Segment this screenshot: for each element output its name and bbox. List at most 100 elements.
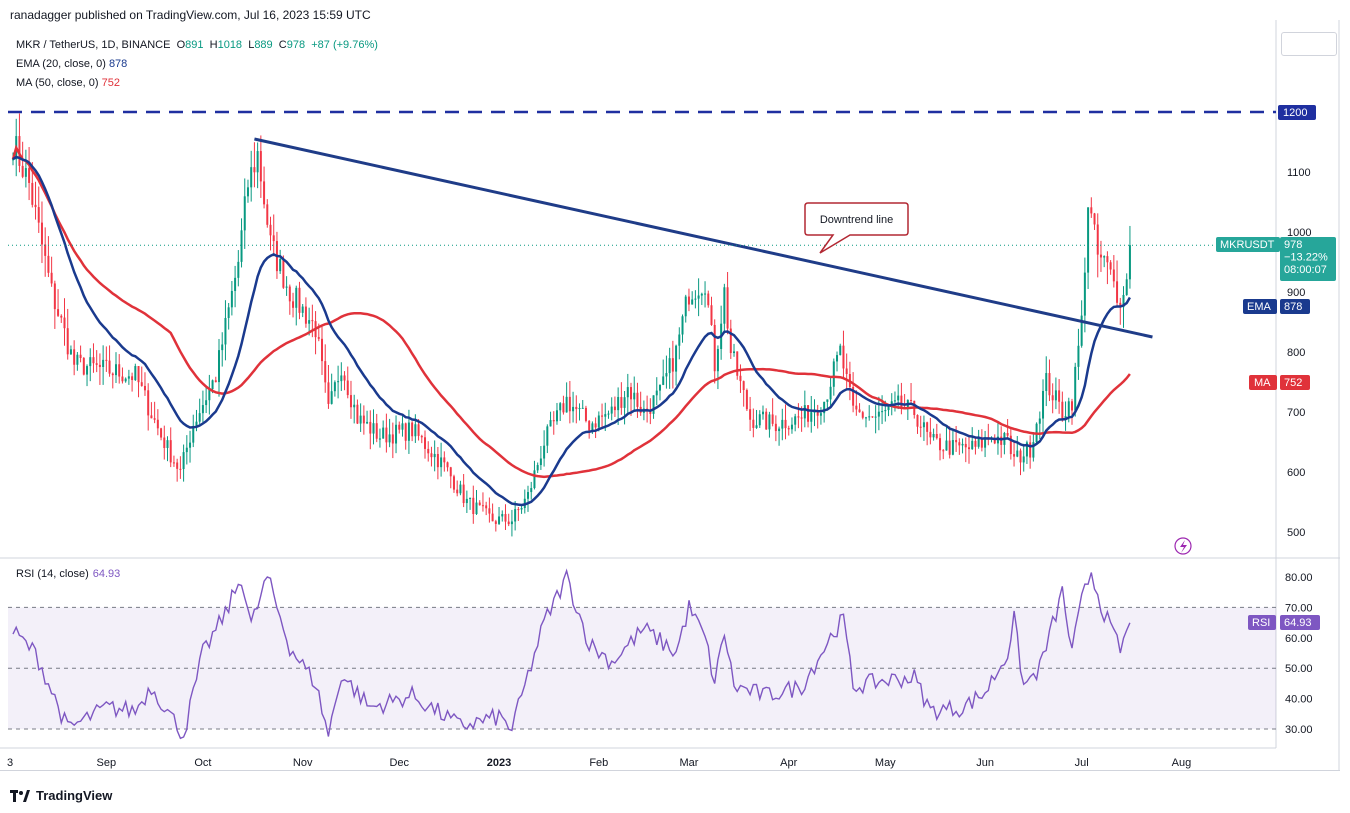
ema-tag-badge-bg	[1243, 299, 1277, 314]
candle-body	[684, 296, 687, 317]
candle-body	[932, 434, 935, 438]
candle-body	[733, 351, 736, 354]
time-label-Dec: Dec	[389, 757, 409, 769]
ema-value-badge-bg	[1280, 299, 1310, 314]
candle-body	[510, 521, 513, 525]
candle-body	[871, 416, 874, 418]
candle-body	[465, 498, 468, 504]
candle-body	[134, 366, 137, 381]
candle-body	[201, 405, 204, 414]
candle-body	[37, 207, 40, 223]
price-tick-900: 900	[1287, 287, 1305, 299]
candle-body	[156, 419, 159, 429]
candle-body	[21, 165, 24, 177]
candle-body	[404, 423, 407, 441]
candle-body	[31, 182, 34, 205]
candle-body	[89, 357, 92, 367]
candle-body	[697, 295, 700, 299]
time-label-Apr: Apr	[780, 757, 797, 769]
candle-body	[630, 387, 633, 400]
candle-body	[1000, 436, 1003, 445]
rsi-tag-badge-bg	[1248, 615, 1276, 630]
candle-body	[601, 415, 604, 417]
candle-body	[82, 358, 85, 375]
candle-body	[704, 293, 707, 295]
candle-body	[424, 437, 427, 449]
candle-body	[945, 440, 948, 451]
candle-body	[900, 395, 903, 409]
candle-body	[897, 395, 900, 401]
candle-body	[327, 382, 330, 404]
level-1200-badge-bg	[1278, 105, 1316, 120]
price-tick-1100: 1100	[1287, 167, 1311, 179]
candle-body	[385, 427, 388, 443]
candle-body	[337, 381, 340, 383]
candle-body	[926, 422, 929, 432]
candle-body	[610, 406, 613, 414]
candle-body	[1093, 213, 1096, 225]
candle-body	[1067, 401, 1070, 417]
rsi-tick-30: 30.00	[1285, 724, 1313, 736]
candle-body	[623, 397, 626, 408]
candle-body	[160, 428, 163, 438]
candle-body	[118, 364, 121, 377]
candle-body	[436, 453, 439, 468]
candle-body	[456, 489, 459, 494]
candle-body	[375, 423, 378, 439]
candle-body	[1025, 442, 1028, 457]
candle-body	[491, 513, 494, 522]
candle-body	[739, 375, 742, 382]
price-value-badge-text: 978	[1284, 239, 1302, 251]
candle-body	[195, 421, 198, 426]
candle-body	[1077, 345, 1080, 367]
candle-body	[594, 423, 597, 428]
bottom-border	[0, 770, 1340, 771]
candle-body	[607, 413, 610, 415]
rsi-value-badge-text: 64.93	[1284, 617, 1312, 629]
candle-body	[1087, 207, 1090, 273]
candle-body	[877, 411, 880, 417]
candle-body	[794, 416, 797, 425]
candle-body	[604, 414, 607, 417]
candle-body	[552, 420, 555, 422]
candle-body	[964, 443, 967, 448]
candle-body	[176, 462, 179, 469]
candle-body	[66, 328, 69, 355]
candle-body	[752, 419, 755, 428]
candle-body	[829, 386, 832, 400]
candle-body	[60, 315, 63, 318]
candle-body	[504, 514, 507, 522]
indicator-lines	[11, 144, 1131, 740]
candle-body	[243, 196, 246, 231]
candle-body	[221, 344, 224, 351]
tradingview-footer[interactable]: TradingView	[10, 788, 112, 803]
candle-body	[205, 400, 208, 406]
candle-body	[584, 407, 587, 421]
candle-body	[858, 409, 861, 413]
ema-tag-badge: EMA	[1243, 299, 1277, 314]
candle-body	[774, 423, 777, 432]
candle-body	[452, 476, 455, 490]
candle-body	[127, 376, 130, 379]
rsi-tick-50: 50.00	[1285, 663, 1313, 675]
candle-body	[707, 293, 710, 306]
candle-body	[555, 410, 558, 422]
candle-body	[1061, 401, 1064, 419]
candle-body	[1083, 272, 1086, 316]
candle-body	[1125, 279, 1128, 295]
candle-body	[591, 423, 594, 431]
candle-body	[613, 406, 616, 411]
candle-body	[388, 434, 391, 443]
price-value-badge-text: 08:00:07	[1284, 264, 1327, 276]
candle-body	[478, 502, 481, 506]
rsi-tag-badge-text: RSI	[1252, 617, 1270, 629]
candle-body	[446, 462, 449, 468]
ema-value-badge: 878	[1280, 299, 1310, 314]
candle-body	[366, 421, 369, 424]
candle-body	[12, 159, 14, 161]
candle-body	[102, 359, 105, 368]
candle-body	[1122, 294, 1125, 308]
scale-button[interactable]	[1281, 32, 1337, 56]
candle-body	[481, 505, 484, 507]
rsi-value-badge: 64.93	[1280, 615, 1320, 630]
